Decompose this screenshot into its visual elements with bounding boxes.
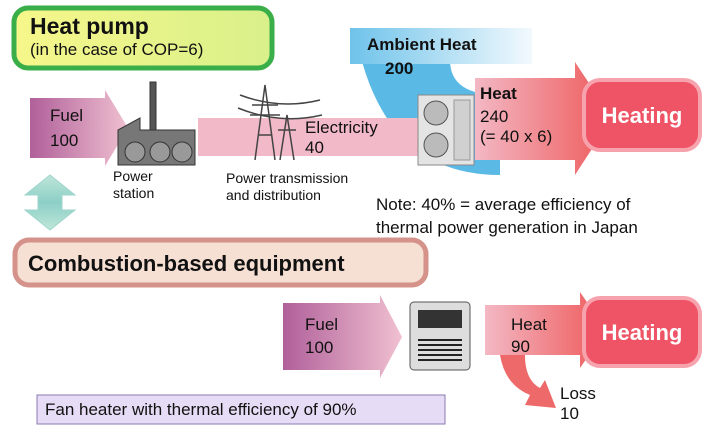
ambient-box <box>350 28 532 64</box>
fuel-arrow <box>283 295 402 378</box>
caption-box <box>36 394 446 425</box>
power-station-icon <box>117 81 196 166</box>
loss-value: 10 <box>560 404 579 423</box>
subtitle: (in the case of COP=6) <box>30 40 203 59</box>
heating-box <box>582 78 702 152</box>
outdoor-unit-icon <box>417 94 475 166</box>
title-box <box>12 237 429 288</box>
fuel-value: 100 <box>50 131 78 150</box>
heating-label: Heating <box>602 320 683 345</box>
fuel-label: Fuel <box>305 315 338 334</box>
heat-formula: (= 40 x 6) <box>480 127 552 146</box>
title: Heat pump <box>30 13 149 39</box>
fan-heater-icon <box>409 301 471 371</box>
transmission-label: and distribution <box>226 187 321 203</box>
loss-label: Loss <box>560 384 596 403</box>
ambient-label: Ambient Heat <box>367 35 477 54</box>
heat-value: 240 <box>480 107 508 126</box>
power-station-label: Power <box>113 168 153 184</box>
heat-label: Heat <box>511 315 547 334</box>
transmission-label: Power transmission <box>226 170 348 186</box>
heat-value: 90 <box>511 337 530 356</box>
caption: Fan heater with thermal efficiency of 90… <box>45 400 357 419</box>
electricity-value: 40 <box>305 138 324 157</box>
power-station-label: station <box>113 185 154 201</box>
title-box <box>11 5 275 71</box>
note: Note: 40% = average efficiency of <box>376 195 631 214</box>
note: thermal power generation in Japan <box>376 218 638 237</box>
fuel-label: Fuel <box>50 106 83 125</box>
ambient-value: 200 <box>385 59 413 78</box>
heat-label: Heat <box>480 84 517 103</box>
heating-label: Heating <box>602 103 683 128</box>
heating-box <box>582 296 702 368</box>
fuel-arrow <box>30 90 128 166</box>
heat-arrow <box>485 292 606 368</box>
electricity-band <box>198 118 423 156</box>
title: Combustion-based equipment <box>28 251 345 276</box>
electricity-label: Electricity <box>305 118 378 137</box>
heat-arrow <box>475 62 612 175</box>
loss-arrow <box>500 355 556 408</box>
compare-arrow <box>23 174 77 231</box>
fuel-value: 100 <box>305 338 333 357</box>
tower-icon <box>237 84 323 161</box>
